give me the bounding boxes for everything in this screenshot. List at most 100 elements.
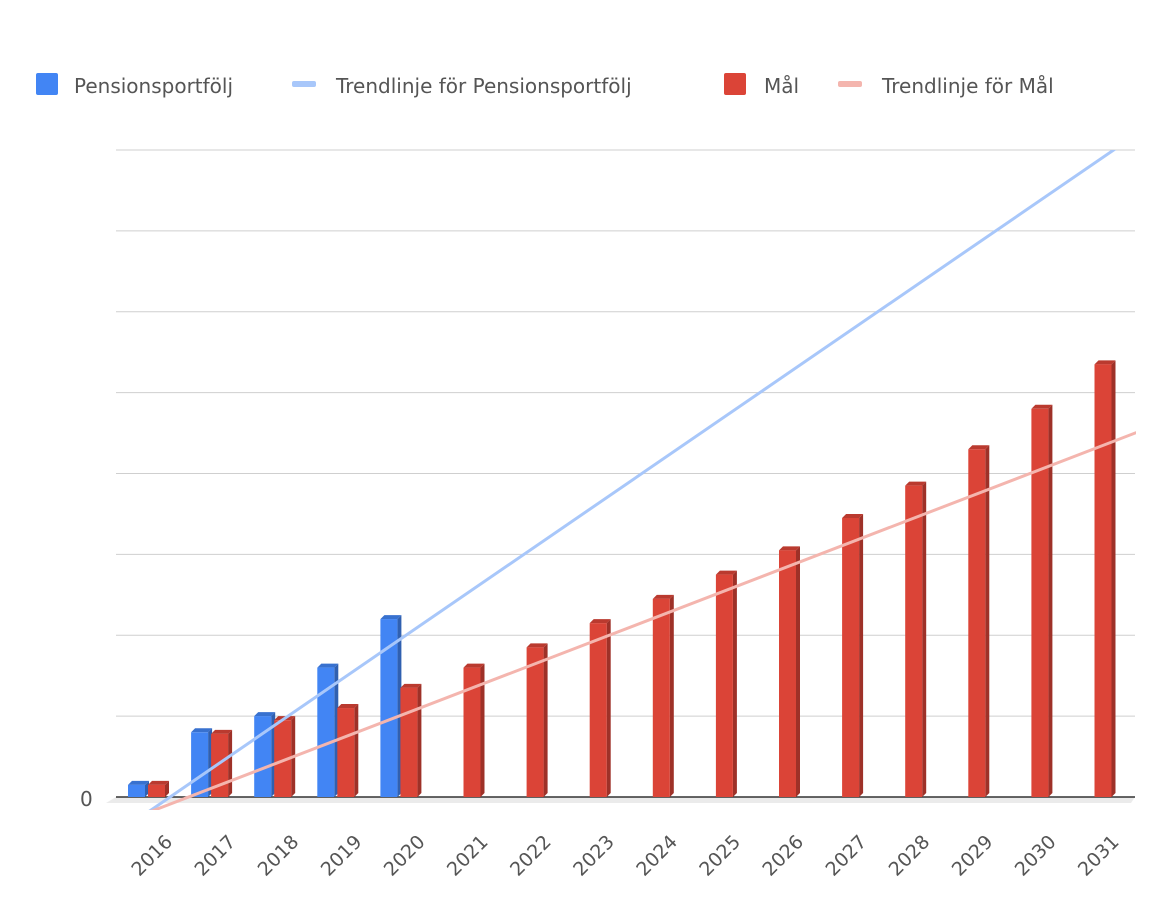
- bar-mal-2019-front: [337, 708, 355, 797]
- bar-mal-2024-top: [652, 594, 674, 599]
- bars: Pensionsportfölj 2016: 0.15Mål 2016: 0.1…: [128, 360, 1116, 797]
- x-tick-label-2017: 2017: [190, 831, 240, 881]
- bar-mal-2016-front: [148, 784, 165, 797]
- x-axis-ticks: 2016 2017 2018 2019 2020 2021 2022 2023 2024 2025…: [127, 831, 1123, 881]
- x-tick-label-2016: 2016: [127, 831, 177, 881]
- bar-mal-2027[interactable]: Mål 2027: 3.45: [842, 513, 864, 797]
- x-tick-label-2026: 2026: [758, 831, 808, 881]
- bar-mal-2021-top: [463, 663, 485, 668]
- bar-mal-2016-top: [148, 780, 169, 785]
- bar-mal-2027-side: [859, 513, 864, 797]
- gridlines: [116, 149, 1135, 717]
- bar-pensionsportfolj-2020-front: [380, 619, 398, 797]
- chart-floor: [106, 797, 1135, 803]
- bar-mal-2023-front: [589, 623, 607, 797]
- bar-mal-2020-side: [417, 683, 422, 797]
- bar-mal-2028-side: [922, 481, 927, 797]
- bar-mal-2017-top: [211, 729, 233, 734]
- bar-mal-2029-top: [968, 445, 990, 450]
- bar-mal-2029-side: [985, 445, 990, 797]
- bar-mal-2022-top: [526, 643, 548, 648]
- bar-mal-2024-side: [669, 594, 674, 797]
- bar-mal-2020-top: [400, 683, 422, 688]
- bar-mal-2023[interactable]: Mål 2023: 2.15: [589, 619, 611, 797]
- bar-mal-2021-front: [463, 667, 481, 797]
- bar-mal-2027-top: [842, 513, 864, 518]
- bar-mal-2022-front: [526, 647, 544, 797]
- bar-mal-2030[interactable]: Mål 2030: 4.8: [1031, 404, 1053, 797]
- trendline-trendlinje-for-mal: [150, 431, 1136, 810]
- x-tick-label-2031: 2031: [1074, 831, 1124, 881]
- bar-mal-2022[interactable]: Mål 2022: 1.85: [526, 643, 548, 797]
- bar-pensionsportfolj-2017-top: [191, 728, 213, 733]
- bar-pensionsportfolj-2016[interactable]: Pensionsportfölj 2016: 0.15: [128, 780, 149, 797]
- bar-mal-2027-front: [842, 517, 860, 797]
- bar-mal-2028[interactable]: Mål 2028: 3.85: [905, 481, 927, 797]
- bar-pensionsportfolj-2018[interactable]: Pensionsportfölj 2018: 1: [254, 712, 276, 797]
- bar-mal-2030-top: [1031, 404, 1053, 409]
- bar-mal-2025[interactable]: Mål 2025: 2.75: [715, 570, 737, 797]
- bar-mal-2017-front: [211, 733, 229, 797]
- bar-mal-2023-top: [589, 619, 611, 624]
- bar-mal-2026-top: [779, 546, 800, 551]
- legend-label-trend-pensionsportfolj: Trendlinje för Pensionsportfölj: [335, 74, 632, 98]
- bar-pensionsportfolj-2020-top: [380, 615, 402, 620]
- legend-item-trend-mal[interactable]: Trendlinje för Mål: [838, 74, 1054, 98]
- trendline-trendlinje-for-pensionsportfolj: [148, 150, 1117, 810]
- bar-mal-2026[interactable]: Mål 2026: 3.05: [779, 546, 800, 797]
- bar-mal-2024[interactable]: Mål 2024: 2.45: [652, 594, 674, 797]
- legend-swatch-pensionsportfolj: [36, 73, 58, 95]
- x-tick-label-2027: 2027: [821, 831, 871, 881]
- x-tick-label-2020: 2020: [380, 831, 430, 881]
- bar-mal-2031[interactable]: Mål 2031: 5.35: [1094, 360, 1116, 797]
- bar-mal-2021[interactable]: Mål 2021: 1.6: [463, 663, 485, 797]
- legend-label-mal: Mål: [764, 74, 799, 98]
- x-tick-label-2022: 2022: [506, 831, 556, 881]
- legend-item-trend-pensionsportfolj[interactable]: Trendlinje för Pensionsportfölj: [292, 74, 632, 98]
- bar-pensionsportfolj-2016-top: [128, 780, 149, 785]
- bar-mal-2026-side: [796, 546, 800, 797]
- bar-mal-2031-top: [1094, 360, 1116, 365]
- bar-mal-2020[interactable]: Mål 2020: 1.35: [400, 683, 422, 797]
- legend-item-mal[interactable]: Mål: [724, 73, 799, 98]
- x-tick-label-2028: 2028: [885, 831, 935, 881]
- legend-swatch-trend-pensionsportfolj: [292, 81, 316, 87]
- y-tick-label-0: 0: [80, 787, 93, 811]
- bar-mal-2025-top: [715, 570, 737, 575]
- x-tick-label-2030: 2030: [1011, 831, 1061, 881]
- x-tick-label-2025: 2025: [695, 831, 745, 881]
- x-tick-label-2029: 2029: [948, 831, 998, 881]
- bar-mal-2028-top: [905, 481, 927, 486]
- bar-mal-2019-top: [337, 704, 359, 709]
- bar-mal-2023-side: [606, 619, 611, 797]
- bar-mal-2030-side: [1048, 404, 1053, 797]
- bar-mal-2019-side: [354, 704, 359, 797]
- bar-mal-2024-front: [652, 598, 670, 797]
- bar-mal-2016[interactable]: Mål 2016: 0.15: [148, 780, 169, 797]
- bar-mal-2030-front: [1031, 408, 1049, 797]
- bar-pensionsportfolj-2018-top: [254, 712, 276, 717]
- bar-mal-2031-side: [1111, 360, 1116, 797]
- x-tick-label-2023: 2023: [569, 831, 619, 881]
- x-tick-label-2021: 2021: [443, 831, 493, 881]
- legend-item-pensionsportfolj[interactable]: Pensionsportfölj: [36, 73, 233, 98]
- bar-mal-2029-front: [968, 449, 986, 797]
- bar-mal-2025-front: [715, 574, 733, 797]
- bar-mal-2026-front: [779, 550, 796, 797]
- bar-mal-2029[interactable]: Mål 2029: 4.3: [968, 445, 990, 797]
- bar-pensionsportfolj-2019-top: [317, 663, 339, 668]
- bar-mal-2021-side: [480, 663, 485, 797]
- bar-mal-2025-side: [732, 570, 737, 797]
- legend-label-pensionsportfolj: Pensionsportfölj: [74, 74, 233, 98]
- x-tick-label-2018: 2018: [254, 831, 304, 881]
- trendlines: [148, 150, 1136, 810]
- x-tick-label-2019: 2019: [317, 831, 367, 881]
- x-tick-label-2024: 2024: [632, 831, 682, 881]
- bar-mal-2022-side: [543, 643, 548, 797]
- bar-mal-2019[interactable]: Mål 2019: 1.1: [337, 704, 359, 797]
- legend: Pensionsportfölj Trendlinje för Pensions…: [36, 73, 1054, 98]
- bar-pensionsportfolj-2017[interactable]: Pensionsportfölj 2017: 0.8: [191, 728, 213, 797]
- legend-swatch-trend-mal: [838, 81, 862, 87]
- bar-mal-2018-front: [274, 720, 292, 797]
